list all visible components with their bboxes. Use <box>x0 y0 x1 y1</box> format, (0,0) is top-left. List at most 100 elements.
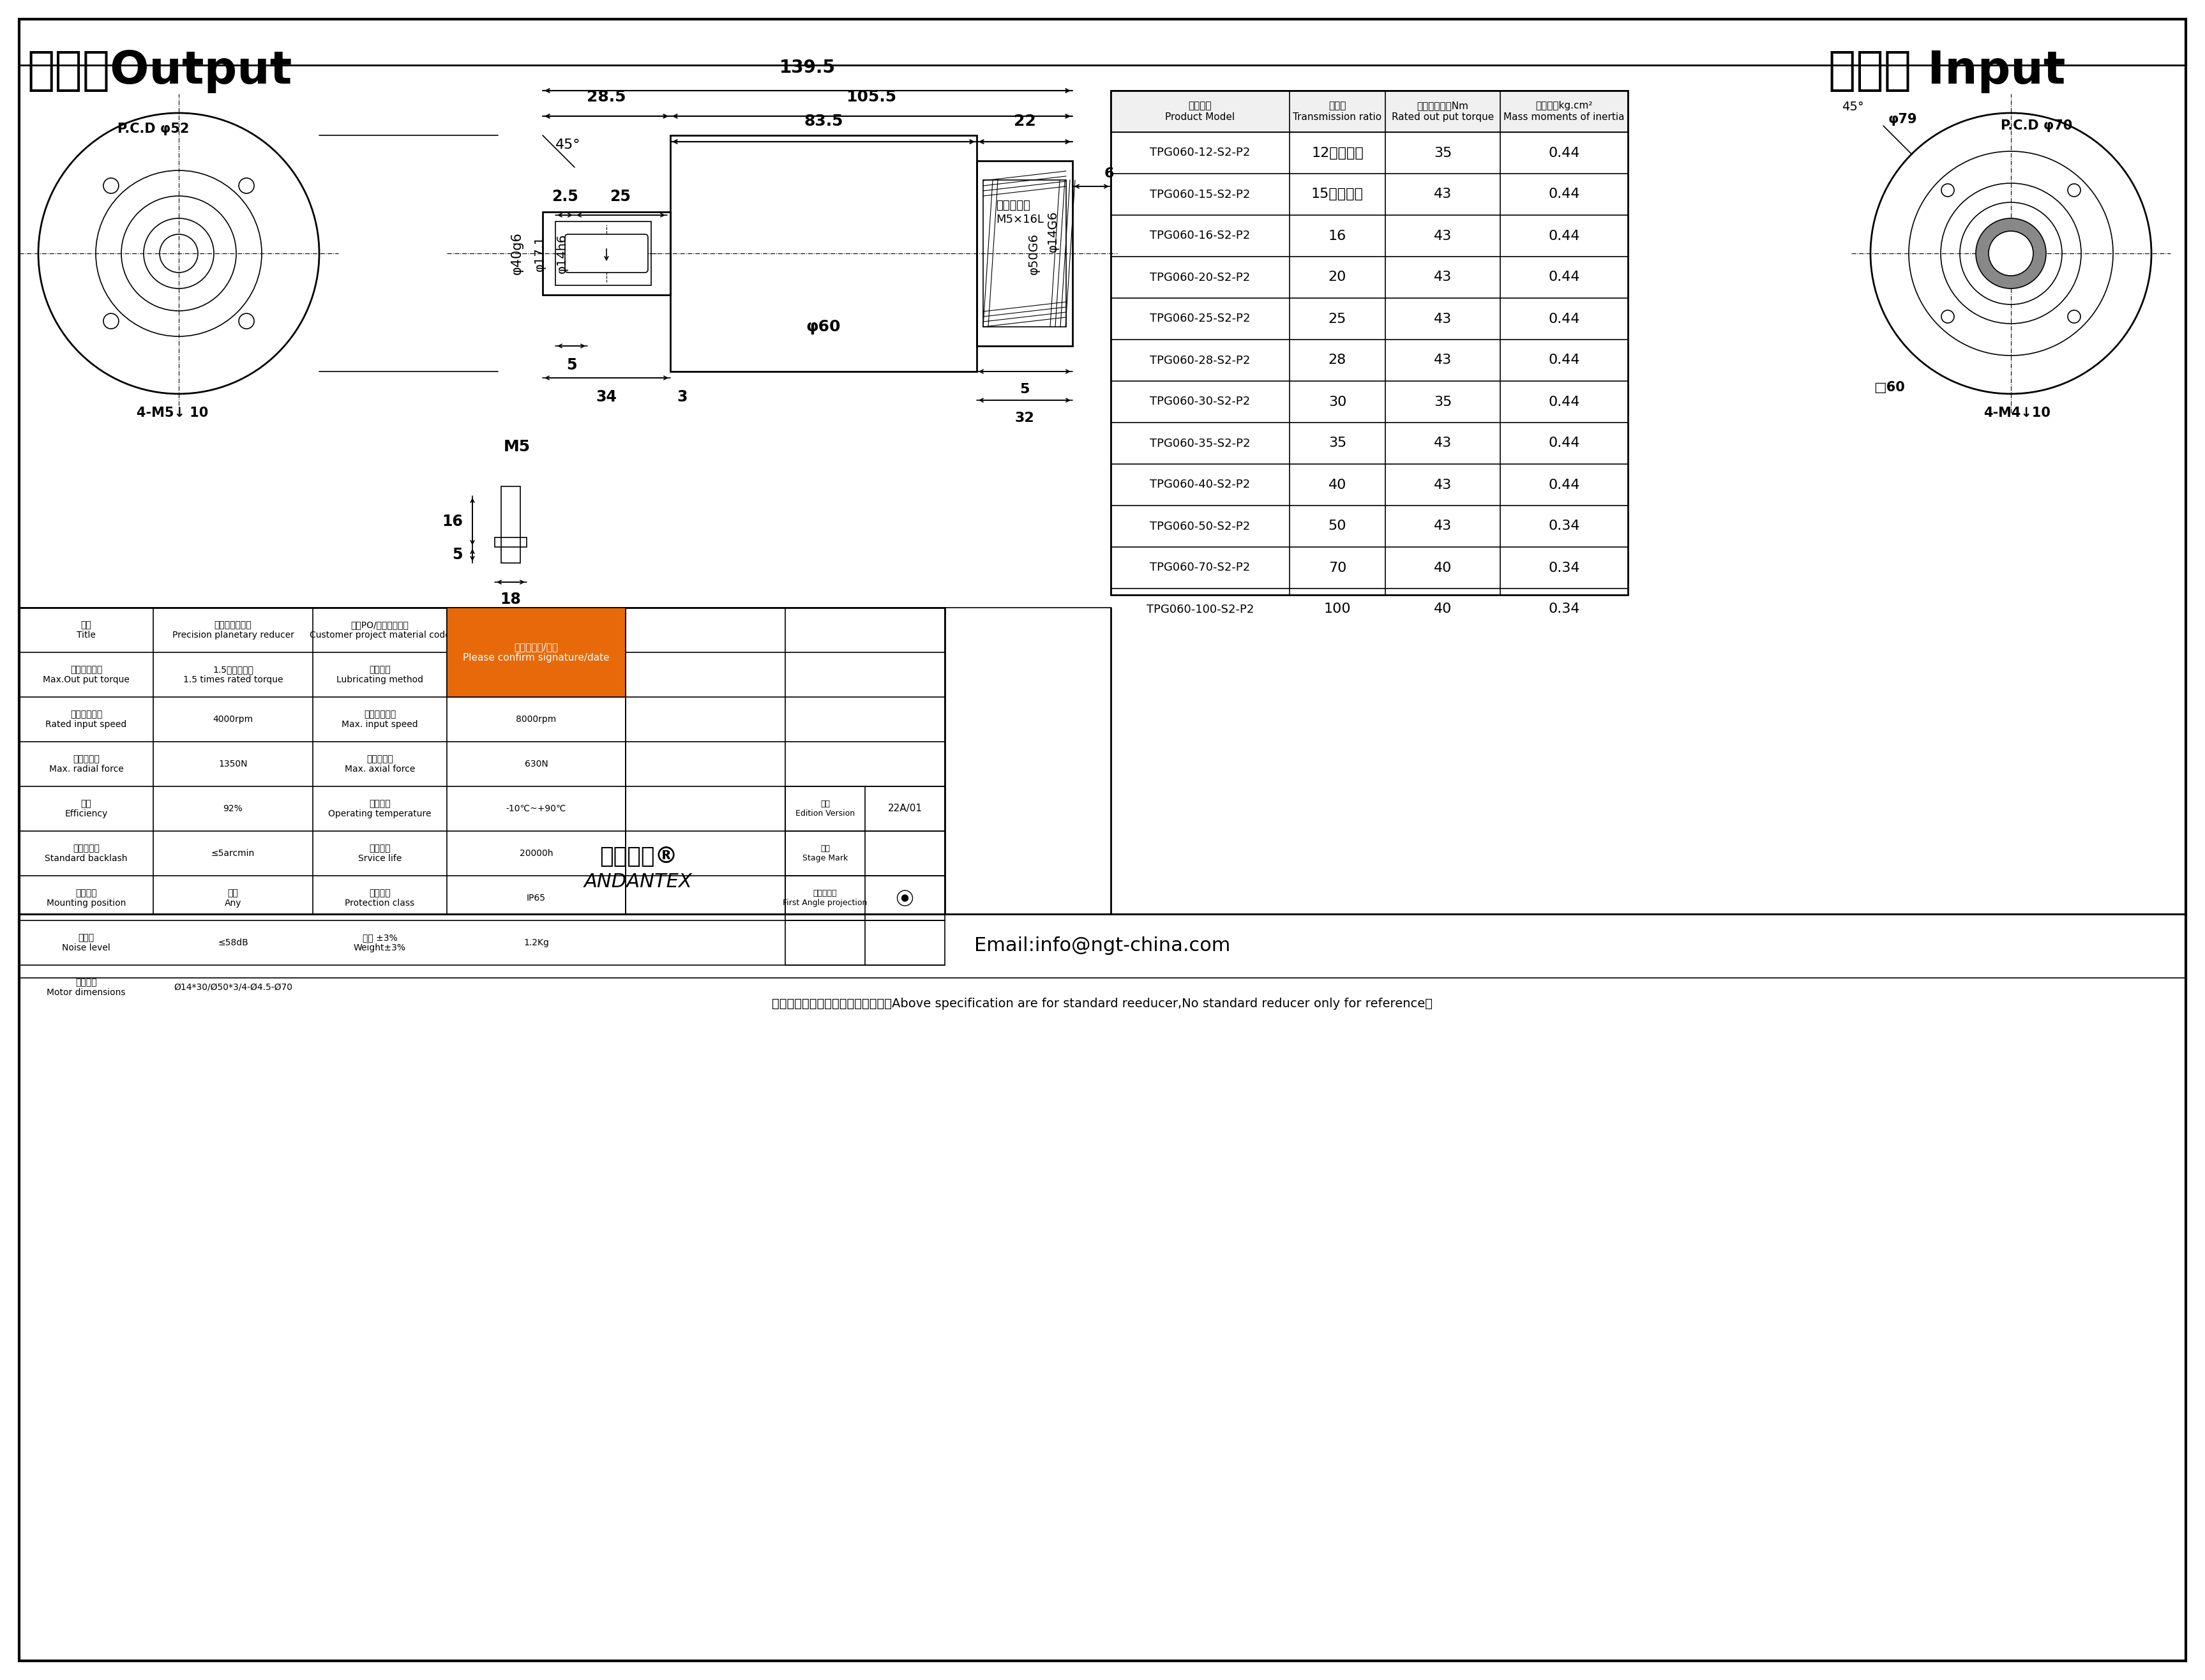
Text: 5: 5 <box>567 358 578 373</box>
Bar <box>785 786 944 964</box>
Text: 34: 34 <box>595 390 617 405</box>
Text: 恩坦斯特®: 恩坦斯特® <box>600 845 677 867</box>
Text: 43: 43 <box>1433 519 1451 533</box>
Text: φ17.1: φ17.1 <box>534 235 547 272</box>
Bar <box>542 212 670 296</box>
Text: 1.2Kg: 1.2Kg <box>523 939 549 948</box>
Text: TPG060-100-S2-P2: TPG060-100-S2-P2 <box>1147 603 1255 615</box>
Text: □60: □60 <box>1874 381 1905 393</box>
Text: 使用寿命
Srvice life: 使用寿命 Srvice life <box>357 843 401 864</box>
Text: M5: M5 <box>503 438 531 455</box>
Text: 4000rpm: 4000rpm <box>214 716 254 724</box>
Text: 名称
Title: 名称 Title <box>77 620 95 640</box>
Text: 安装方式
Mounting position: 安装方式 Mounting position <box>46 889 126 907</box>
Text: 45°: 45° <box>1841 101 1863 113</box>
Text: 输入端 Input: 输入端 Input <box>1828 49 2066 92</box>
Text: 电机尺寸
Motor dimensions: 电机尺寸 Motor dimensions <box>46 978 126 998</box>
Text: 效率
Efficiency: 效率 Efficiency <box>64 800 108 818</box>
Text: 容许径向力
Max. radial force: 容许径向力 Max. radial force <box>49 754 123 774</box>
Text: 重量 ±3%
Weight±3%: 重量 ±3% Weight±3% <box>353 932 406 953</box>
Text: M5×16L: M5×16L <box>997 213 1043 225</box>
Text: P.C.D φ70: P.C.D φ70 <box>2000 119 2073 133</box>
Text: 防护等级
Protection class: 防护等级 Protection class <box>344 889 415 907</box>
Bar <box>494 538 527 548</box>
Text: 额定输入转速
Rated input speed: 额定输入转速 Rated input speed <box>46 709 128 729</box>
Text: 25: 25 <box>1327 312 1347 326</box>
Text: 传动惯量kg.cm²
Mass moments of inertia: 传动惯量kg.cm² Mass moments of inertia <box>1504 101 1625 121</box>
Text: TPG060-16-S2-P2: TPG060-16-S2-P2 <box>1151 230 1250 242</box>
Text: 精密行星减速机
Precision planetary reducer: 精密行星减速机 Precision planetary reducer <box>172 620 293 640</box>
Text: 630N: 630N <box>525 759 549 768</box>
Text: 最大输出扭矩
Max.Out put torque: 最大输出扭矩 Max.Out put torque <box>42 665 130 684</box>
Text: 级数
Stage Mark: 级数 Stage Mark <box>803 845 849 862</box>
Text: 20000h: 20000h <box>520 848 553 858</box>
Text: 40: 40 <box>1433 561 1451 575</box>
Text: 16: 16 <box>1327 230 1347 242</box>
Text: TPG060-30-S2-P2: TPG060-30-S2-P2 <box>1151 396 1250 408</box>
Text: 1350N: 1350N <box>218 759 247 768</box>
Text: 0.44: 0.44 <box>1548 270 1579 284</box>
Text: 70: 70 <box>1327 561 1347 575</box>
Bar <box>448 608 626 697</box>
Text: 0.44: 0.44 <box>1548 230 1579 242</box>
Text: TPG060-40-S2-P2: TPG060-40-S2-P2 <box>1151 479 1250 491</box>
Circle shape <box>902 895 908 900</box>
Text: 内六角螺丝: 内六角螺丝 <box>997 200 1030 212</box>
Text: TPG060-28-S2-P2: TPG060-28-S2-P2 <box>1151 354 1250 366</box>
Text: 使用温度
Operating temperature: 使用温度 Operating temperature <box>329 800 432 818</box>
Text: 0.34: 0.34 <box>1548 603 1579 615</box>
Text: TPG060-50-S2-P2: TPG060-50-S2-P2 <box>1151 521 1250 533</box>
Text: 3: 3 <box>677 390 688 405</box>
Text: 16: 16 <box>441 514 463 529</box>
Text: 139.5: 139.5 <box>781 59 836 77</box>
Text: 32: 32 <box>1014 412 1034 425</box>
Text: φ40g6: φ40g6 <box>512 232 523 276</box>
Text: 15（次选）: 15（次选） <box>1312 188 1363 200</box>
Text: φ50G6: φ50G6 <box>1028 232 1041 274</box>
Bar <box>670 136 977 371</box>
Text: 35: 35 <box>1433 395 1451 408</box>
Text: 28: 28 <box>1327 354 1347 366</box>
Text: 0.34: 0.34 <box>1548 561 1579 575</box>
Text: 0.44: 0.44 <box>1548 312 1579 326</box>
Text: 5: 5 <box>452 548 463 563</box>
Text: 43: 43 <box>1433 354 1451 366</box>
Text: 4-M4↓10: 4-M4↓10 <box>1984 407 2051 420</box>
Text: 输出端Output: 输出端Output <box>26 49 291 92</box>
Text: 22: 22 <box>1014 114 1036 129</box>
Text: P.C.D φ52: P.C.D φ52 <box>117 123 190 136</box>
Text: 客户PO/项目物料编码
Customer project material code: 客户PO/项目物料编码 Customer project material co… <box>309 620 450 640</box>
Text: 30: 30 <box>1327 395 1347 408</box>
Text: 噪音值
Noise level: 噪音值 Noise level <box>62 932 110 953</box>
Text: 43: 43 <box>1433 230 1451 242</box>
Text: 50: 50 <box>1327 519 1347 533</box>
Text: φ79: φ79 <box>1887 113 1916 126</box>
Text: φ14h6: φ14h6 <box>556 234 569 274</box>
Text: 43: 43 <box>1433 479 1451 491</box>
Text: 版本
Edition Version: 版本 Edition Version <box>796 800 856 818</box>
Text: 20: 20 <box>1327 270 1347 284</box>
Text: 28.5: 28.5 <box>587 89 626 104</box>
Text: 35: 35 <box>1327 437 1347 450</box>
Text: 18: 18 <box>501 591 520 606</box>
Text: ≤5arcmin: ≤5arcmin <box>212 848 256 858</box>
Text: ANDANTEX: ANDANTEX <box>584 874 692 892</box>
Text: 43: 43 <box>1433 437 1451 450</box>
Text: 105.5: 105.5 <box>847 89 897 104</box>
Text: 22A/01: 22A/01 <box>889 805 922 813</box>
Text: 8000rpm: 8000rpm <box>516 716 556 724</box>
Text: 40: 40 <box>1327 479 1347 491</box>
Text: 45°: 45° <box>556 138 580 151</box>
Bar <box>20 608 944 914</box>
Bar <box>983 180 1065 328</box>
Text: 43: 43 <box>1433 270 1451 284</box>
Bar <box>1111 91 1627 133</box>
Text: φ60: φ60 <box>807 319 840 334</box>
Text: 92%: 92% <box>223 805 243 813</box>
Text: 0.44: 0.44 <box>1548 395 1579 408</box>
Text: IP65: IP65 <box>527 894 547 902</box>
Text: 长效润滑
Synthetic grease: 长效润滑 Synthetic grease <box>498 665 573 684</box>
Text: -10℃~+90℃: -10℃~+90℃ <box>505 805 567 813</box>
Text: 0.44: 0.44 <box>1548 354 1579 366</box>
Text: 43: 43 <box>1433 188 1451 200</box>
